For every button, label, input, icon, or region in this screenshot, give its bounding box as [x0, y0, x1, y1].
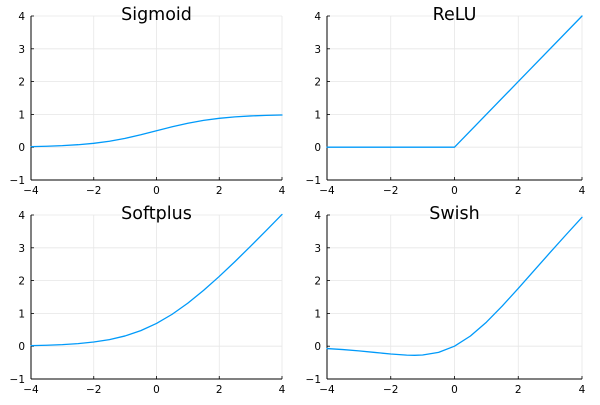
series-line — [30, 114, 283, 148]
y-tick-label: 1 — [314, 308, 321, 320]
x-tick-label: 0 — [153, 384, 160, 396]
subplot-relu: −4 −2 0 2 4 −1 0 1 2 3 4 ReLU — [306, 5, 586, 197]
y-tick-label: 0 — [314, 341, 321, 353]
y-tick-label: −1 — [306, 374, 321, 386]
y-tick-label: 3 — [314, 44, 321, 56]
series-line — [326, 15, 583, 148]
y-tick-label: 3 — [314, 243, 321, 255]
x-tick-label: −2 — [383, 384, 398, 396]
subplot-title: Sigmoid — [121, 5, 192, 25]
x-tick-label: 0 — [451, 384, 458, 396]
y-tick-label: 1 — [18, 109, 25, 121]
x-tick-label: 4 — [279, 185, 286, 197]
series-line — [30, 213, 283, 347]
y-tick-label: 2 — [18, 276, 25, 288]
x-tick-label: −2 — [383, 185, 398, 197]
x-tick-label: −4 — [23, 384, 39, 396]
x-tick-label: 2 — [216, 185, 223, 197]
y-tick-label: 3 — [18, 44, 25, 56]
x-tick-label: −2 — [86, 384, 101, 396]
y-tick-label: −1 — [10, 175, 25, 187]
x-tick-label: 0 — [451, 185, 458, 197]
series-line — [326, 216, 583, 356]
y-tick-label: 3 — [18, 243, 25, 255]
x-tick-label: −4 — [319, 384, 335, 396]
y-tick-label: 1 — [18, 308, 25, 320]
x-tick-label: 2 — [216, 384, 223, 396]
x-tick-label: 2 — [515, 384, 522, 396]
subplot-softplus: −4 −2 0 2 4 −1 0 1 2 3 4 Softplus — [10, 204, 286, 396]
subplot-title: ReLU — [433, 5, 477, 25]
x-tick-label: 4 — [579, 384, 586, 396]
y-tick-label: 4 — [314, 210, 321, 222]
x-tick-label: 4 — [279, 384, 286, 396]
y-tick-label: 1 — [314, 109, 321, 121]
y-tick-label: 4 — [314, 11, 321, 23]
x-tick-label: −4 — [23, 185, 39, 197]
y-tick-label: 0 — [18, 341, 25, 353]
x-tick-label: 2 — [515, 185, 522, 197]
x-tick-label: 4 — [579, 185, 586, 197]
subplot-title: Softplus — [121, 204, 192, 224]
y-tick-label: 2 — [18, 77, 25, 89]
y-tick-label: −1 — [306, 175, 321, 187]
x-tick-label: 0 — [153, 185, 160, 197]
y-tick-label: 4 — [18, 210, 25, 222]
y-tick-label: 0 — [18, 142, 25, 154]
subplot-swish: −4 −2 0 2 4 −1 0 1 2 3 4 Swish — [306, 204, 586, 396]
y-tick-label: 4 — [18, 11, 25, 23]
y-tick-label: 0 — [314, 142, 321, 154]
y-tick-label: 2 — [314, 77, 321, 89]
subplot-sigmoid: −4 −2 0 2 4 −1 0 1 2 3 4 Sigmoid — [10, 5, 286, 197]
y-tick-label: −1 — [10, 374, 25, 386]
subplot-title: Swish — [429, 204, 480, 224]
y-tick-label: 2 — [314, 276, 321, 288]
x-tick-label: −2 — [86, 185, 101, 197]
x-tick-label: −4 — [319, 185, 335, 197]
